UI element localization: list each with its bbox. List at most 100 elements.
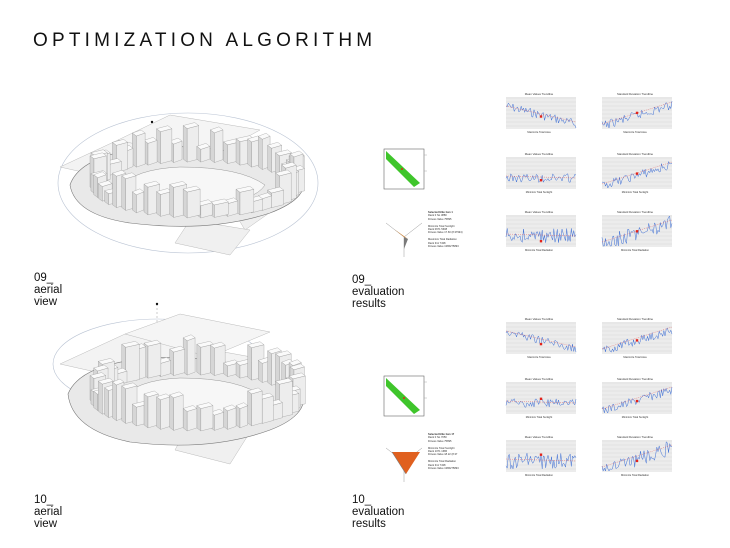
stats-line: Rank 0 No 3880 bbox=[428, 214, 447, 218]
chart-title: Mean Values Trendline bbox=[525, 435, 554, 439]
selected-marker bbox=[635, 111, 639, 115]
chart-xlabel: Maximize Total Area bbox=[623, 355, 647, 359]
building-block bbox=[235, 186, 255, 216]
trendline-chart: Mean Values Trendline Maximize Total Are… bbox=[498, 90, 580, 135]
chart-title: Standard Deviation Trendline bbox=[617, 435, 654, 439]
stats-line: Fitness Value 18.22 (8.37 bbox=[428, 453, 458, 457]
page-title: OPTIMIZATION ALGORITHM bbox=[33, 30, 377, 51]
building-block bbox=[247, 387, 263, 427]
chart-title: Standard Deviation Trendline bbox=[617, 152, 654, 156]
trend-line bbox=[505, 175, 577, 179]
building-block bbox=[223, 404, 237, 430]
elite-stats-10: Selected Elite Gen 17 Rank 0 No 7050 Fitn… bbox=[428, 433, 472, 470]
building-block bbox=[169, 345, 186, 376]
aerial-caption: 09_ aerial view bbox=[34, 272, 63, 308]
plot-area bbox=[506, 157, 576, 189]
building-block bbox=[143, 339, 162, 379]
elite-stats-09: Selected Elite Gen 1 Rank 0 No 3880 Fitne… bbox=[428, 211, 472, 248]
stats-line: Fitness Value 75895 bbox=[428, 439, 452, 443]
stats-line: Minimize Total Radiation bbox=[428, 460, 457, 464]
stats-line: Rank 1071 1686 bbox=[428, 450, 448, 454]
chart-xlabel: Minimize Total Radiation bbox=[525, 248, 554, 252]
aerial-caption: 10_ aerial view bbox=[34, 494, 63, 530]
selected-marker bbox=[635, 399, 639, 403]
building-block bbox=[209, 198, 229, 218]
chart-xlabel: Maximize Total Area bbox=[623, 130, 647, 134]
trendline-chart: Mean Values Trendline Minimize Total Sun… bbox=[498, 150, 580, 195]
trend-line bbox=[505, 233, 577, 237]
building-blocks bbox=[89, 122, 305, 219]
trendline-chart: Mean Values Trendline Minimize Total Rad… bbox=[498, 433, 580, 478]
selected-marker bbox=[539, 179, 543, 182]
stats-line: Fitness Value 1386275893 bbox=[428, 245, 459, 249]
building-block bbox=[143, 390, 159, 429]
building-blocks bbox=[89, 334, 306, 432]
building-block bbox=[132, 188, 145, 214]
stats-line: Fitness Value 1386275893 bbox=[428, 467, 459, 471]
trendline-chart: Standard Deviation Trendline Minimize To… bbox=[594, 433, 676, 478]
building-block bbox=[156, 125, 173, 164]
stats-heading: Selected Elite Gen 1 bbox=[428, 211, 453, 214]
chart-title: Mean Values Trendline bbox=[525, 152, 554, 156]
trendline-chart: Standard Deviation Trendline Maximize To… bbox=[594, 90, 676, 135]
stats-line: Rank 0671 5608 bbox=[428, 228, 448, 232]
building-block bbox=[182, 185, 201, 219]
trend-line bbox=[505, 458, 577, 462]
selected-marker bbox=[539, 397, 543, 400]
building-block bbox=[196, 143, 211, 163]
building-block bbox=[143, 137, 158, 166]
trendline-chart: Mean Values Trendline Minimize Total Sun… bbox=[498, 375, 580, 420]
chart-title: Mean Values Trendline bbox=[525, 210, 554, 214]
chart-title: Standard Deviation Trendline bbox=[617, 210, 654, 214]
chart-xlabel: Minimize Total Radiation bbox=[621, 473, 650, 477]
selected-marker bbox=[635, 339, 639, 342]
building-block bbox=[210, 126, 224, 163]
trendline-chart: Standard Deviation Trendline Minimize To… bbox=[594, 375, 676, 420]
selected-marker bbox=[539, 115, 543, 118]
selected-marker bbox=[539, 240, 543, 243]
selected-marker bbox=[539, 342, 543, 346]
selected-marker bbox=[635, 230, 639, 233]
building-block bbox=[182, 334, 196, 376]
trend-line bbox=[601, 444, 673, 468]
radar-chart-09 bbox=[385, 222, 423, 257]
aerial-model-10 bbox=[52, 302, 306, 465]
stats-line: Fitness Value 17.60 (8.37994) bbox=[428, 231, 463, 235]
trendline-chart: Standard Deviation Trendline Minimize To… bbox=[594, 208, 676, 253]
building-block bbox=[196, 402, 214, 432]
chart-xlabel: Maximize Total Area bbox=[527, 130, 551, 134]
chart-title: Standard Deviation Trendline bbox=[617, 377, 654, 381]
chart-xlabel: Minimize Total Sunlight bbox=[526, 415, 553, 419]
stats-line: Maximize Total Radiation bbox=[428, 238, 457, 242]
stats-line: Minimize Total Sunlight bbox=[428, 446, 455, 450]
trendline-chart: Standard Deviation Trendline Minimize To… bbox=[594, 150, 676, 195]
stats-line: Rank 311 7438 bbox=[428, 241, 446, 245]
trend-line bbox=[505, 400, 577, 404]
building-block bbox=[247, 341, 265, 381]
building-block bbox=[156, 393, 171, 430]
trend-line bbox=[601, 326, 673, 350]
trend-line bbox=[601, 386, 673, 410]
building-block bbox=[112, 139, 128, 173]
plot-area bbox=[506, 97, 576, 129]
chart-title: Mean Values Trendline bbox=[525, 317, 554, 321]
radar-chart-10 bbox=[385, 447, 423, 482]
chart-xlabel: Minimize Total Sunlight bbox=[622, 190, 649, 194]
building-block bbox=[182, 405, 198, 432]
building-block bbox=[112, 378, 125, 421]
building-block bbox=[132, 129, 146, 168]
eval-caption: 10_ evaluation results bbox=[352, 494, 405, 530]
selected-marker bbox=[539, 453, 543, 456]
plot-area bbox=[506, 322, 576, 354]
pareto-plot-10 bbox=[383, 375, 427, 417]
chart-title: Standard Deviation Trendline bbox=[617, 317, 654, 321]
chart-xlabel: Minimize Total Radiation bbox=[621, 248, 650, 252]
chart-xlabel: Minimize Total Sunlight bbox=[526, 190, 553, 194]
building-block bbox=[210, 341, 226, 376]
chart-xlabel: Maximize Total Area bbox=[527, 355, 551, 359]
building-block bbox=[235, 402, 249, 429]
chart-xlabel: Minimize Total Radiation bbox=[525, 473, 554, 477]
stats-line: Fitness Value 75895 bbox=[428, 217, 452, 221]
chart-title: Mean Values Trendline bbox=[525, 92, 554, 96]
building-block bbox=[182, 122, 200, 163]
